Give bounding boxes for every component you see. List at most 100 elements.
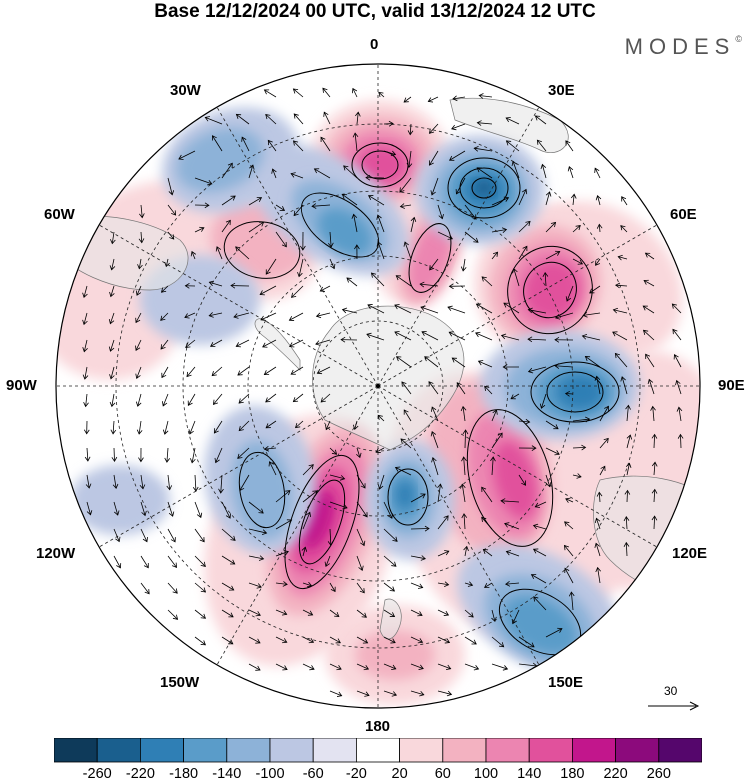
wind-vector [137, 258, 143, 270]
colorbar-label: 140 [517, 766, 542, 782]
wind-vector [135, 285, 142, 296]
wind-vector [464, 231, 479, 243]
wind-vector [136, 420, 143, 435]
wind-vector [275, 581, 288, 587]
wind-vector [568, 591, 575, 611]
wind-vector [138, 447, 144, 463]
wind-vector [518, 474, 526, 486]
wind-vector [642, 305, 655, 314]
wind-vector [615, 282, 628, 289]
wind-vector [533, 596, 547, 611]
colorbar-swatch [572, 738, 617, 763]
anomaly-blob [474, 180, 494, 196]
wind-vector [625, 404, 631, 422]
colorbar-label: -100 [255, 766, 285, 782]
wind-vector [300, 231, 306, 251]
colorbar-label: -220 [125, 766, 155, 782]
wind-vector [491, 636, 505, 648]
wind-vector [554, 363, 574, 369]
wind-vector [113, 555, 122, 569]
wind-vector [356, 690, 370, 697]
wind-vector [356, 555, 364, 571]
wind-vector [612, 331, 628, 341]
wind-vector [481, 516, 493, 530]
wind-vector [617, 254, 628, 261]
wind-vector [437, 550, 450, 557]
wind-vector [352, 420, 359, 430]
wind-vector [82, 285, 88, 299]
wind-vector [221, 219, 231, 233]
wind-vector [188, 420, 196, 435]
lon-label-120e: 120E [672, 545, 708, 562]
wind-vector [275, 204, 286, 211]
wind-vector [108, 312, 115, 325]
anomaly-blob [231, 440, 293, 540]
wind-vector [291, 285, 304, 298]
lon-label-30e: 30E [548, 82, 575, 99]
wind-vector [138, 231, 145, 244]
wind-vector [518, 445, 537, 451]
wind-vector [671, 303, 682, 314]
wind-vector [518, 418, 531, 425]
wind-vector [356, 582, 365, 594]
anomaly-blob [503, 595, 577, 655]
wind-vector [356, 609, 367, 618]
wind-vector [238, 393, 250, 404]
wind-vector [248, 501, 264, 514]
wind-vector [356, 636, 369, 644]
lon-label-60w: 60W [44, 206, 75, 223]
wind-vector [260, 312, 277, 321]
wind-vector [302, 464, 314, 476]
height-contour [530, 361, 620, 423]
anomaly-blob [408, 221, 452, 295]
wind-vector [194, 177, 213, 186]
wind-vector [167, 582, 178, 594]
map-field [56, 64, 700, 708]
wind-vector [109, 285, 115, 298]
wind-vector [376, 214, 385, 233]
wind-vector [383, 528, 398, 542]
wind-vector [185, 339, 196, 348]
wind-vector [554, 312, 574, 320]
wind-vector [430, 430, 439, 449]
wind-vector [248, 221, 265, 233]
wind-vector [315, 312, 331, 319]
wind-vector [214, 447, 223, 464]
height-contour [238, 451, 286, 529]
wind-vector [194, 555, 206, 567]
wind-vector [463, 545, 469, 557]
wind-vector [491, 227, 508, 233]
wind-vector [599, 405, 610, 422]
height-contour [523, 261, 577, 319]
wind-vector [238, 420, 250, 432]
wind-vector [642, 329, 655, 341]
wind-vector [491, 251, 499, 260]
wind-vector [500, 498, 520, 504]
wind-vector [111, 447, 118, 462]
wind-vector [164, 447, 171, 463]
wind-vector [275, 636, 288, 644]
wind-vector [221, 162, 233, 179]
wind-vector [85, 474, 92, 489]
wind-vector [376, 241, 385, 260]
wind-vector [532, 523, 547, 530]
wind-vector [460, 483, 466, 503]
wind-vector [351, 87, 358, 98]
wind-vector [186, 366, 196, 378]
wind-vector [356, 663, 370, 671]
colorbar-swatch [615, 738, 660, 763]
wind-vector [212, 393, 223, 405]
wind-vector [194, 202, 210, 209]
wind-vector [564, 390, 574, 397]
wind-vector [403, 241, 412, 260]
graticule [56, 64, 700, 708]
wind-vector [167, 204, 177, 216]
wind-vector [481, 486, 493, 503]
wind-vector [464, 581, 474, 587]
wind-vector [248, 555, 265, 561]
wind-vector [271, 168, 277, 179]
wind-vector [530, 574, 547, 584]
wind-vector [464, 636, 477, 645]
wind-vector [460, 405, 467, 422]
wind-vector [313, 168, 331, 179]
